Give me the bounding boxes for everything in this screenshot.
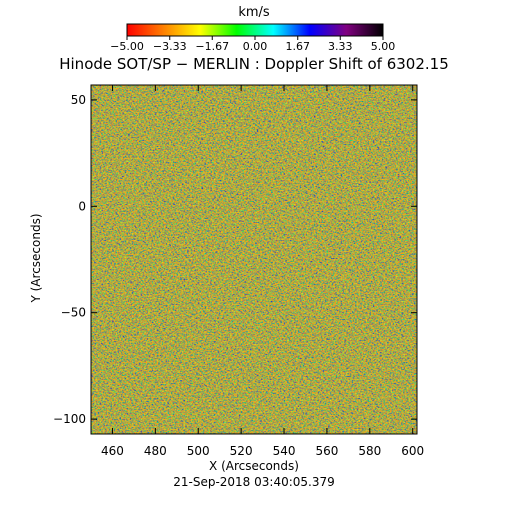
heatmap <box>91 85 417 434</box>
colorbar-tick-label: 3.33 <box>328 40 353 53</box>
colorbar-tick-label: −5.00 <box>110 40 144 53</box>
x-tick-label: 580 <box>358 444 381 458</box>
x-tick-label: 540 <box>273 444 296 458</box>
colorbar <box>126 23 384 37</box>
chart-title: Hinode SOT/SP − MERLIN : Doppler Shift o… <box>59 55 449 73</box>
x-tick-label: 460 <box>101 444 124 458</box>
colorbar-tick-label: −1.67 <box>195 40 229 53</box>
y-axis: 50 0 −50 −100 <box>53 93 417 426</box>
x-tick-label: 480 <box>144 444 167 458</box>
y-tick-label: −50 <box>61 306 86 320</box>
y-tick-label: 0 <box>78 199 86 213</box>
x-tick-label: 600 <box>401 444 424 458</box>
colorbar-ticks: −5.00 −3.33 −1.67 0.00 1.67 3.33 5.00 <box>110 36 395 53</box>
y-tick-label: −100 <box>53 412 86 426</box>
x-tick-label: 560 <box>315 444 338 458</box>
colorbar-tick-label: −3.33 <box>153 40 187 53</box>
y-axis-label: Y (Arcseconds) <box>29 213 43 303</box>
colorbar-tick-label: 0.00 <box>243 40 268 53</box>
colorbar-unit-label: km/s <box>238 5 270 20</box>
x-tick-label: 500 <box>187 444 210 458</box>
colorbar-tick-label: 5.00 <box>371 40 396 53</box>
heatmap-speckle-layer <box>91 85 417 434</box>
heatmap-speckle-layers <box>91 85 417 434</box>
observation-date: 21-Sep-2018 03:40:05.379 <box>173 475 335 489</box>
x-axis-label: X (Arcseconds) <box>209 459 299 473</box>
x-tick-label: 520 <box>230 444 253 458</box>
x-axis: 460 480 500 520 540 560 580 600 <box>101 85 424 458</box>
colorbar-tick-label: 1.67 <box>286 40 311 53</box>
plot-frame <box>90 84 418 435</box>
y-tick-label: 50 <box>71 93 86 107</box>
